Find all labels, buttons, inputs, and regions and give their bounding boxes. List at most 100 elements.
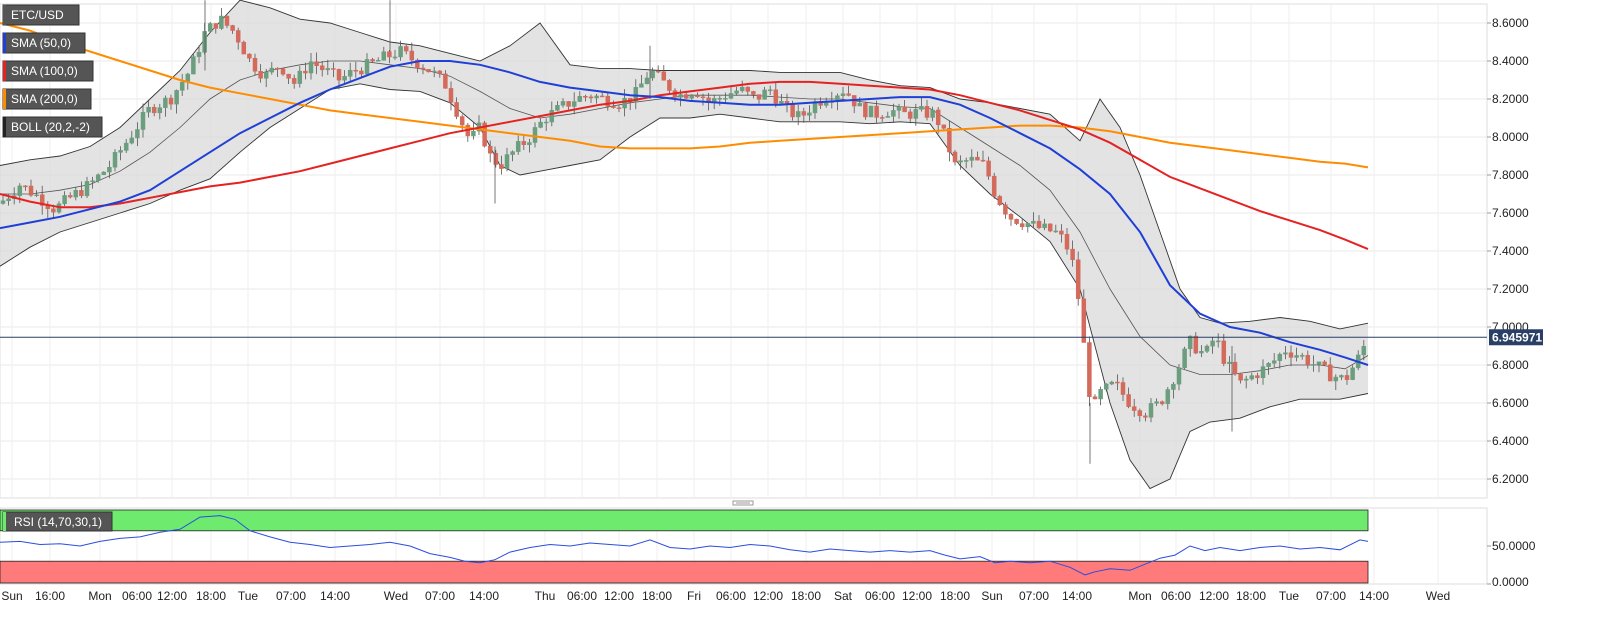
candle: [930, 106, 935, 122]
legend-color-swatch: [3, 33, 6, 53]
candle: [420, 64, 426, 75]
main-plot: [0, 0, 1487, 490]
candle: [319, 61, 325, 77]
candle: [919, 97, 924, 112]
candle: [695, 92, 700, 98]
candle: [1277, 352, 1283, 369]
candle: [219, 8, 224, 30]
candle: [510, 150, 515, 162]
candle: [275, 67, 280, 78]
candle: [207, 21, 213, 32]
candle: [196, 45, 202, 64]
time-tick-label: 12:00: [753, 589, 783, 603]
price-tick-label: 8.4000: [1492, 54, 1529, 68]
legend-item[interactable]: BOLL (20,2,-2): [2, 116, 103, 138]
price-axis: 8.6000 8.4000 8.2000 8.0000 7.8000 7.6000 7.40…: [1487, 16, 1543, 486]
candle: [252, 53, 258, 76]
candle: [1299, 352, 1305, 360]
candle: [532, 122, 538, 148]
candle: [325, 59, 331, 76]
candle: [1137, 408, 1143, 422]
candle: [1283, 346, 1288, 360]
time-tick-label: 07:00: [1019, 589, 1049, 603]
candle: [947, 120, 952, 162]
time-tick-label: Sun: [1, 589, 22, 603]
rsi-axis: 50.0000 0.0000: [1487, 539, 1536, 589]
candle: [493, 149, 499, 168]
candle: [241, 40, 247, 55]
time-tick-label: 06:00: [1161, 589, 1191, 603]
candlesticks: [0, 0, 1367, 464]
candle: [1361, 339, 1367, 361]
candle: [90, 176, 95, 189]
candle: [566, 100, 571, 110]
candle: [767, 85, 773, 96]
price-tick-label: 8.0000: [1492, 130, 1529, 144]
time-tick-label: 12:00: [902, 589, 932, 603]
candle: [331, 62, 336, 78]
legend-item[interactable]: ETC/USD: [2, 4, 80, 26]
candle: [795, 104, 801, 126]
candle: [846, 85, 851, 97]
candle: [655, 65, 661, 74]
rsi-plot: RSI (14,70,30,1): [0, 509, 1369, 584]
candle: [560, 98, 566, 108]
candle: [1316, 361, 1322, 373]
candle: [700, 93, 706, 106]
candle: [269, 62, 275, 75]
candle: [297, 66, 303, 88]
time-tick-label: Tue: [1279, 589, 1300, 603]
candle: [1131, 398, 1137, 417]
legend-item[interactable]: SMA (200,0): [2, 88, 92, 110]
time-tick-label: 07:00: [276, 589, 306, 603]
candle: [1339, 374, 1344, 381]
candle: [23, 185, 28, 191]
candle: [1103, 383, 1109, 392]
candle: [471, 122, 476, 140]
candle: [667, 79, 672, 94]
time-tick-label: Mon: [88, 589, 111, 603]
candle: [723, 92, 728, 103]
candle: [1092, 394, 1098, 400]
time-tick-label: 06:00: [865, 589, 895, 603]
candle: [364, 53, 370, 76]
candle: [1322, 360, 1327, 366]
candle: [1305, 350, 1311, 369]
rsi-legend-swatch: [3, 512, 6, 531]
candle: [140, 103, 146, 138]
price-tick-label: 6.4000: [1492, 434, 1529, 448]
candle: [924, 99, 930, 121]
bollinger-upper-line: [0, 0, 1369, 330]
legend-item[interactable]: SMA (100,0): [2, 60, 94, 82]
time-tick-label: 06:00: [716, 589, 746, 603]
candle: [1204, 344, 1210, 354]
candle: [179, 73, 185, 96]
candle: [1327, 357, 1333, 382]
candle: [717, 95, 723, 106]
legend-label: SMA (50,0): [11, 36, 71, 50]
candle: [258, 64, 263, 83]
candle: [1036, 215, 1042, 230]
candle: [426, 69, 431, 73]
candle: [728, 85, 734, 100]
rsi-legend-item[interactable]: RSI (14,70,30,1): [2, 511, 113, 532]
candle: [314, 52, 319, 75]
candle: [286, 73, 291, 85]
time-tick-label: 12:00: [604, 589, 634, 603]
candle: [1333, 374, 1339, 391]
time-tick-label: Thu: [535, 589, 556, 603]
time-tick-label: 12:00: [1199, 589, 1229, 603]
candle: [123, 138, 129, 153]
legend-item[interactable]: SMA (50,0): [2, 32, 86, 54]
candle: [1154, 398, 1159, 407]
candle: [308, 53, 314, 80]
candle: [616, 104, 622, 113]
candle: [1070, 240, 1075, 267]
current-price-tag: [1489, 329, 1543, 346]
time-tick-label: 18:00: [791, 589, 821, 603]
candle: [375, 57, 381, 62]
legend-color-swatch: [3, 5, 6, 25]
rsi-legend-label: RSI (14,70,30,1): [14, 515, 102, 529]
